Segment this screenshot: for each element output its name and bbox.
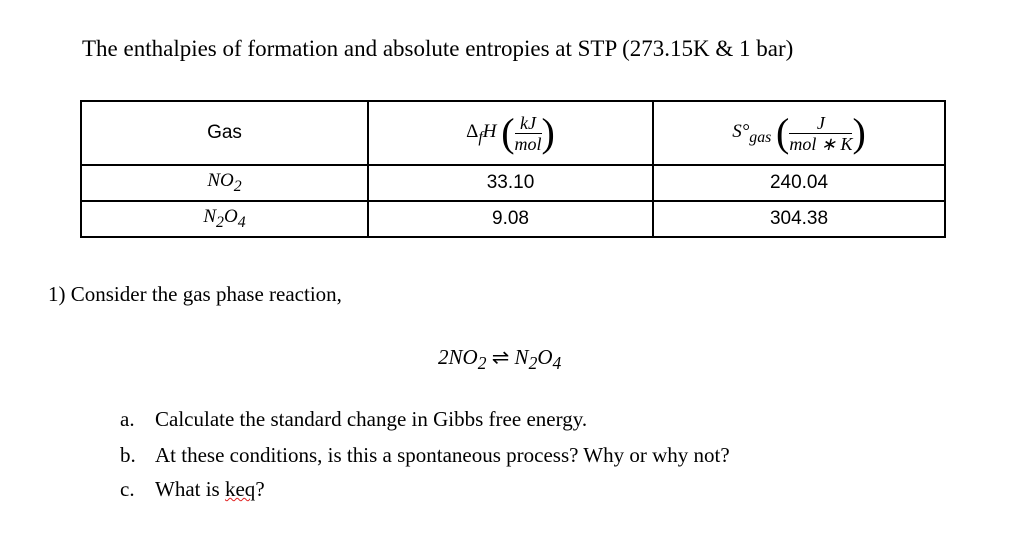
- document-title: The enthalpies of formation and absolute…: [82, 36, 794, 61]
- question-1: 1) Consider the gas phase reaction,: [48, 282, 342, 306]
- entropy-value: 240.04: [652, 164, 946, 202]
- header-gas: Gas: [80, 100, 369, 166]
- part-b: b. At these conditions, is this a spontan…: [120, 443, 730, 467]
- enthalpy-value: 33.10: [367, 164, 654, 202]
- header-enthalpy: ΔfH (kJ mol): [367, 100, 654, 166]
- keq-spellcheck: keq: [224, 477, 256, 501]
- table-row: N2O4 9.08 304.38: [80, 200, 946, 238]
- reaction-equation: 2NO2 ⇌ N2O4: [438, 345, 562, 374]
- gas-name: N2O4: [80, 200, 369, 238]
- entropy-value: 304.38: [652, 200, 946, 238]
- gas-name: NO2: [80, 164, 369, 202]
- table-row: NO2 33.10 240.04: [80, 164, 946, 202]
- part-a: a. Calculate the standard change in Gibbs…: [120, 407, 588, 431]
- part-c: c. What is keq?: [120, 477, 265, 501]
- enthalpy-value: 9.08: [367, 200, 654, 238]
